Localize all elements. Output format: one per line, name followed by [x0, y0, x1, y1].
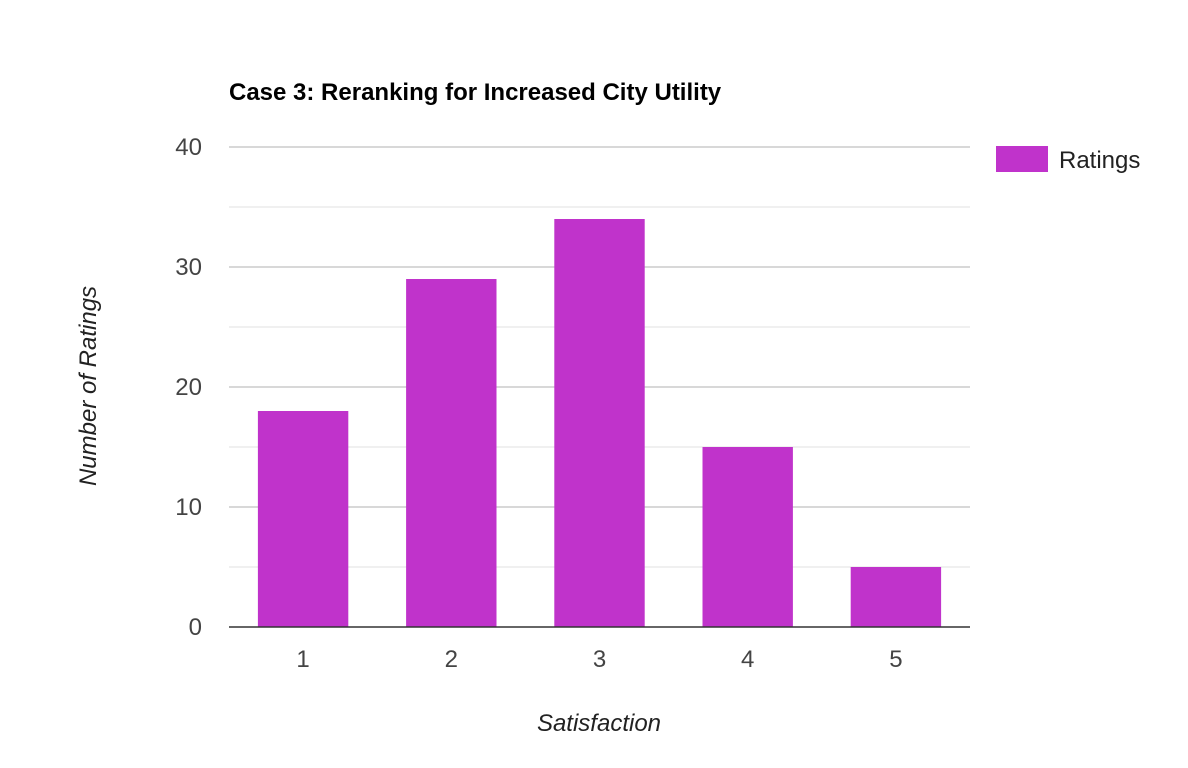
chart-title: Case 3: Reranking for Increased City Uti…	[229, 79, 722, 106]
x-axis-title: Satisfaction	[537, 710, 661, 737]
bar-5	[850, 567, 942, 627]
x-tick-label: 5	[889, 646, 902, 673]
y-axis-ticks: 0 10 20 30 40	[175, 134, 202, 641]
bar-4	[702, 447, 793, 627]
x-tick-label: 2	[445, 646, 458, 673]
y-tick-label: 30	[175, 254, 202, 281]
y-tick-label: 0	[189, 614, 202, 641]
y-tick-label: 40	[175, 134, 202, 161]
x-tick-label: 4	[741, 646, 754, 673]
x-axis-ticks: 1 2 3 4 5	[296, 646, 902, 673]
x-tick-label: 3	[593, 646, 606, 673]
y-axis-title: Number of Ratings	[75, 286, 102, 486]
x-tick-label: 1	[296, 646, 309, 673]
legend: Ratings	[996, 146, 1140, 174]
bar-3	[554, 219, 645, 627]
bar-2	[406, 279, 497, 627]
legend-label-ratings: Ratings	[1059, 147, 1140, 174]
legend-swatch-ratings	[996, 146, 1048, 172]
y-tick-label: 20	[175, 374, 202, 401]
bars	[257, 219, 942, 627]
y-tick-label: 10	[175, 494, 202, 521]
bar-1	[257, 411, 349, 627]
